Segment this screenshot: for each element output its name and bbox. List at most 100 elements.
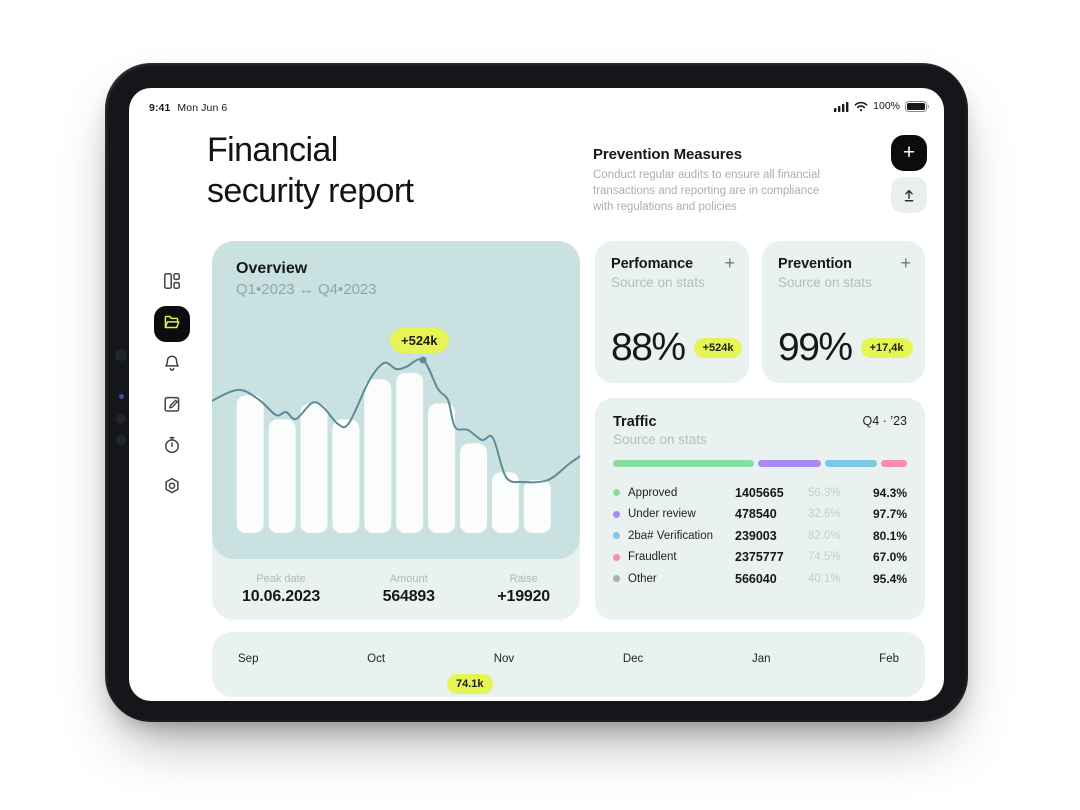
overview-bar	[428, 403, 456, 533]
add-button[interactable]: +	[891, 135, 927, 171]
edit-icon	[162, 394, 182, 419]
traffic-row-value: 2375777	[735, 550, 784, 565]
months-card: Sep Oct Nov Dec Jan Feb 74.1k	[212, 632, 925, 697]
overview-title: Overview	[236, 260, 308, 277]
overview-chart	[212, 356, 580, 533]
sidebar-item-history[interactable]	[154, 429, 190, 465]
overview-stat: Amount 564893	[383, 573, 435, 606]
performance-subtitle: Source on stats	[611, 275, 705, 290]
performance-add-button[interactable]: +	[724, 253, 735, 273]
traffic-card: Traffic Q4 · ’23 Source on stats Approve…	[595, 398, 925, 620]
overview-stats: Peak date 10.06.2023 Amount 564893 Raise +199…	[212, 559, 580, 620]
prevention-badge: +17,4k	[860, 338, 913, 358]
overview-stat: Peak date 10.06.2023	[242, 573, 320, 606]
overview-trend-line	[212, 358, 580, 484]
timer-icon	[162, 435, 182, 460]
overview-bar	[491, 472, 519, 533]
traffic-title: Traffic	[613, 414, 657, 430]
camera-dot-icon	[116, 414, 126, 424]
prevention-subtitle: Source on stats	[778, 275, 872, 290]
traffic-segment-fraudlent	[880, 460, 907, 467]
tablet-frame: 9:41 Mon Jun 6 100%	[105, 63, 968, 722]
stat-value: +19920	[497, 588, 550, 605]
traffic-row-rate: 67.0%	[872, 550, 907, 565]
prevention-measures-body: Conduct regular audits to ensure all fin…	[593, 169, 820, 213]
traffic-row-label: Fraudlent	[628, 551, 677, 564]
month-label-jan: Jan	[751, 653, 771, 665]
traffic-rows: Approved 1405665 56.3% 94.3% Under revie…	[613, 482, 907, 590]
month-label-feb: Feb	[879, 653, 899, 665]
traffic-row: Approved 1405665 56.3% 94.3%	[613, 482, 907, 504]
sidebar-item-settings[interactable]	[154, 470, 190, 506]
traffic-stacked-bar	[613, 460, 907, 467]
traffic-row-label: 2ba# Verification	[628, 529, 714, 542]
traffic-row-value: 1405665	[735, 485, 784, 500]
months-axis: Sep Oct Nov Dec Jan Feb	[212, 632, 925, 665]
prevention-measures-block: Prevention Measures Conduct regular audi…	[593, 146, 827, 216]
traffic-period: Q4 · ’23	[862, 414, 907, 428]
traffic-segment-under-review	[758, 460, 822, 467]
overview-card: +524k Overview Q1•2023 ↔ Q4•2023 Peak da…	[212, 241, 580, 620]
overview-bar	[268, 419, 296, 533]
prevention-measures-title: Prevention Measures	[593, 146, 742, 163]
traffic-row-rate: 94.3%	[872, 485, 907, 500]
traffic-row-share: 74.5%	[808, 551, 841, 564]
performance-badge: +524k	[693, 338, 743, 358]
prevention-value: 99%	[778, 326, 853, 369]
cellular-icon	[834, 101, 849, 112]
status-time-date: 9:41 Mon Jun 6	[149, 102, 227, 114]
legend-dot-icon	[613, 489, 620, 497]
stat-label: Peak date	[256, 573, 306, 585]
traffic-row-rate: 97.7%	[872, 507, 907, 522]
traffic-row-value: 478540	[735, 507, 777, 522]
prevention-card: Prevention + Source on stats 99% +17,4k	[762, 241, 925, 383]
traffic-row-share: 82.0%	[808, 529, 841, 542]
dashboard-icon	[162, 271, 182, 296]
legend-dot-icon	[613, 553, 620, 561]
traffic-row-share: 56.3%	[808, 486, 841, 499]
sidebar-item-compose[interactable]	[154, 388, 190, 424]
overview-bar	[300, 403, 328, 533]
legend-dot-icon	[613, 532, 620, 540]
sidebar-item-dashboard[interactable]	[154, 265, 190, 301]
peak-value-badge: +524k	[390, 328, 449, 353]
month-label-nov: Nov	[493, 653, 515, 665]
settings-icon	[162, 476, 182, 501]
sidebar	[154, 265, 190, 506]
traffic-row-label: Other	[628, 572, 657, 585]
camera-dot-icon	[116, 435, 126, 445]
months-value-badge: 74.1k	[447, 674, 493, 694]
sidebar-item-notifications[interactable]	[154, 347, 190, 383]
overview-range: Q1•2023 ↔ Q4•2023	[236, 281, 377, 298]
traffic-row-value: 239003	[735, 528, 777, 543]
status-time: 9:41	[149, 102, 171, 114]
traffic-row-share: 32.6%	[808, 508, 841, 521]
performance-title: Perfomance	[611, 256, 694, 272]
traffic-row-value: 566040	[735, 571, 777, 586]
overview-bar	[523, 480, 551, 533]
prevention-add-button[interactable]: +	[900, 253, 911, 273]
stat-value: 10.06.2023	[242, 588, 321, 605]
overview-bar	[396, 373, 424, 533]
prevention-title: Prevention	[778, 256, 852, 272]
overview-chart-panel: +524k Overview Q1•2023 ↔ Q4•2023	[212, 241, 580, 559]
traffic-row: 2ba# Verification 239003 82.0% 80.1%	[613, 525, 907, 547]
traffic-row: Under review 478540 32.6% 97.7%	[613, 504, 907, 526]
traffic-row-rate: 95.4%	[872, 571, 907, 586]
peak-point-marker	[419, 356, 427, 364]
sidebar-item-reports[interactable]	[154, 306, 190, 342]
overview-bar	[236, 395, 264, 533]
battery-icon	[905, 100, 929, 112]
status-bar: 9:41 Mon Jun 6 100%	[129, 88, 944, 116]
wifi-icon	[854, 101, 868, 111]
traffic-row: Fraudlent 2375777 74.5% 67.0%	[613, 547, 907, 569]
legend-dot-icon	[613, 510, 620, 518]
performance-card: Perfomance + Source on stats 88% +524k	[595, 241, 749, 383]
month-label-sep: Sep	[238, 653, 259, 665]
upload-button[interactable]	[891, 177, 927, 213]
overview-bar	[332, 419, 360, 533]
traffic-row-label: Under review	[628, 508, 696, 521]
traffic-subtitle: Source on stats	[613, 432, 707, 447]
screen: 9:41 Mon Jun 6 100%	[129, 88, 944, 701]
performance-value: 88%	[611, 326, 686, 369]
